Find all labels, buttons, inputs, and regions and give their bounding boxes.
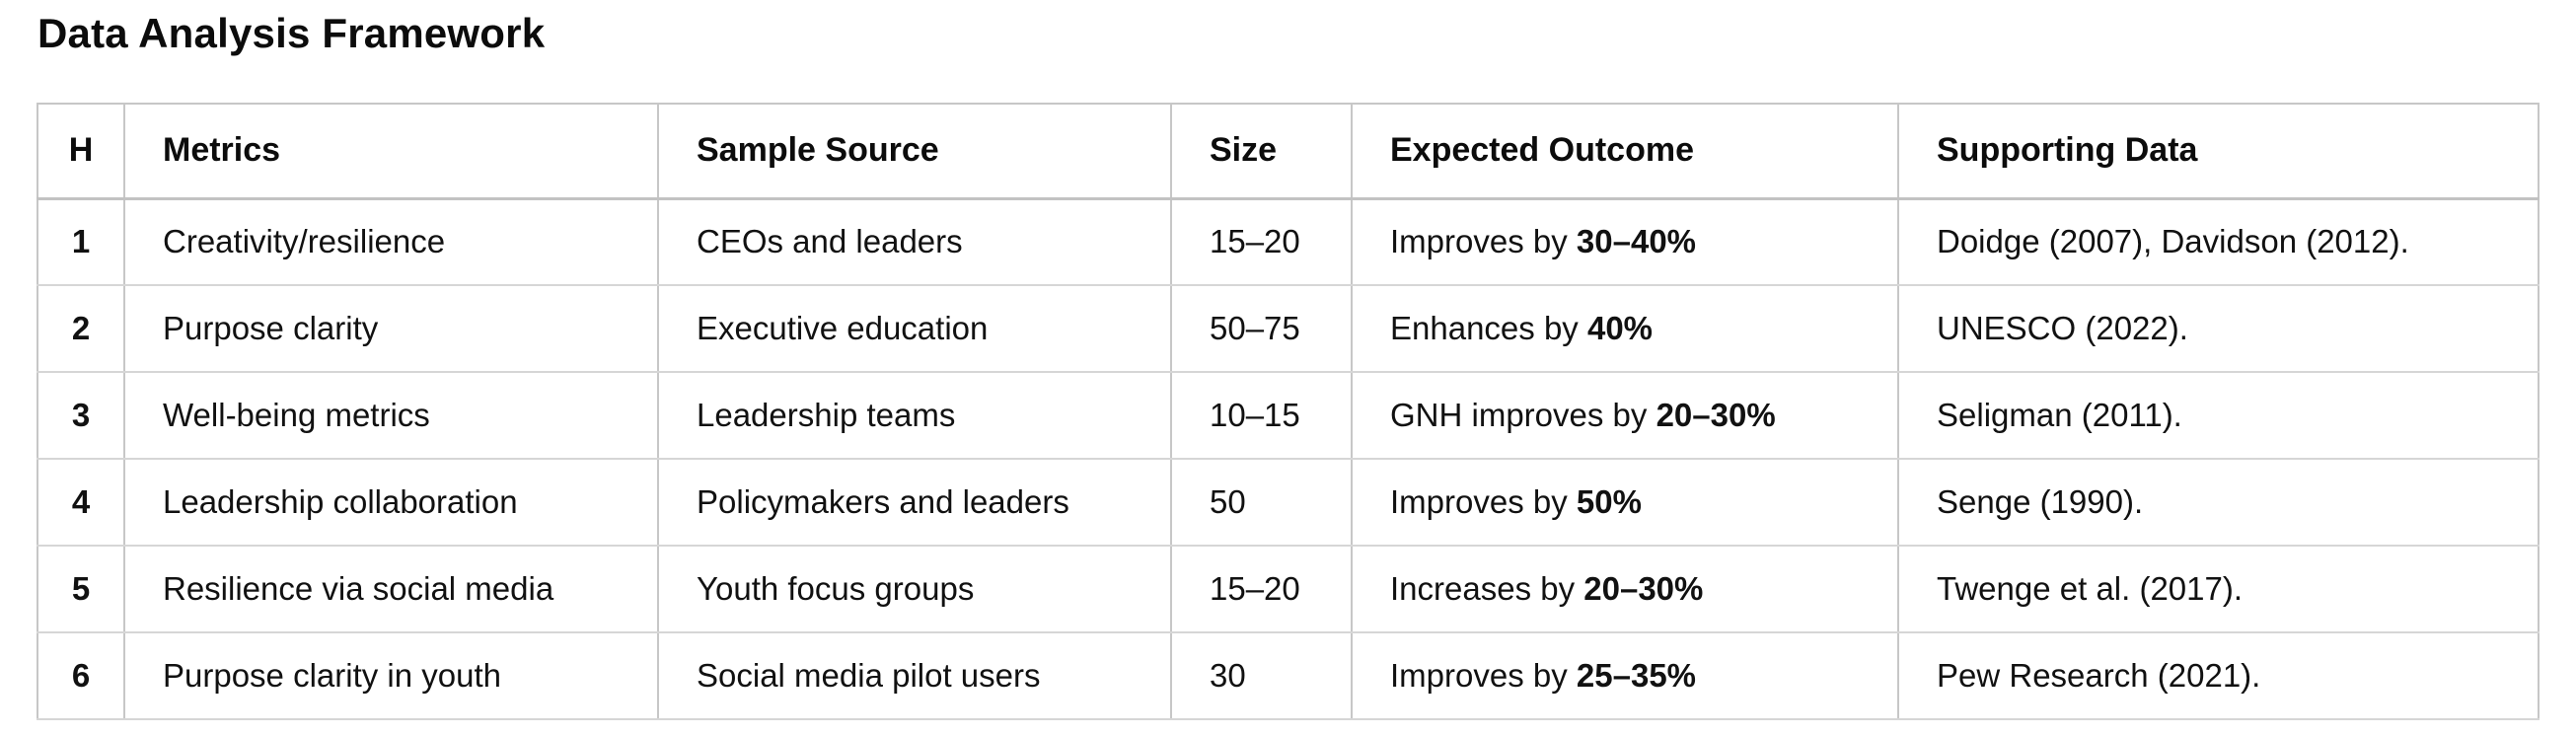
outcome-text: GNH improves by (1390, 397, 1656, 433)
outcome-text: Increases by (1390, 570, 1584, 607)
outcome-value: 30–40% (1576, 223, 1697, 260)
size-cell: 15–20 (1170, 197, 1353, 286)
size-cell: 50–75 (1170, 284, 1353, 373)
size-cell: 30 (1170, 631, 1353, 720)
metric-cell: Leadership collaboration (123, 458, 659, 547)
expected-outcome-cell: Increases by 20–30% (1351, 545, 1899, 633)
hypothesis-number-cell: 6 (37, 631, 125, 720)
size-cell: 50 (1170, 458, 1353, 547)
outcome-value: 20–30% (1656, 397, 1776, 433)
column-header-size: Size (1170, 103, 1353, 200)
sample-source-cell: Leadership teams (657, 371, 1172, 460)
sample-source-cell: Youth focus groups (657, 545, 1172, 633)
table-row: 4 Leadership collaboration Policymakers … (37, 458, 2539, 547)
outcome-value: 25–35% (1576, 657, 1697, 694)
header-row: H Metrics Sample Source Size Expected Ou… (37, 103, 2539, 200)
hypothesis-number-cell: 4 (37, 458, 125, 547)
column-header-h: H (37, 103, 125, 200)
column-header-metrics: Metrics (123, 103, 659, 200)
outcome-value: 50% (1576, 483, 1642, 520)
column-header-expected-outcome: Expected Outcome (1351, 103, 1899, 200)
metric-cell: Creativity/resilience (123, 197, 659, 286)
supporting-data-cell: Senge (1990). (1897, 458, 2539, 547)
supporting-data-cell: UNESCO (2022). (1897, 284, 2539, 373)
data-analysis-table: H Metrics Sample Source Size Expected Ou… (37, 103, 2539, 720)
page-title: Data Analysis Framework (37, 10, 546, 56)
size-cell: 10–15 (1170, 371, 1353, 460)
outcome-text: Improves by (1390, 483, 1577, 520)
metric-cell: Purpose clarity (123, 284, 659, 373)
expected-outcome-cell: Improves by 25–35% (1351, 631, 1899, 720)
hypothesis-number-cell: 3 (37, 371, 125, 460)
outcome-value: 20–30% (1583, 570, 1704, 607)
hypothesis-number-cell: 1 (37, 197, 125, 286)
metric-cell: Well-being metrics (123, 371, 659, 460)
table-row: 2 Purpose clarity Executive education 50… (37, 284, 2539, 373)
metric-cell: Resilience via social media (123, 545, 659, 633)
supporting-data-cell: Doidge (2007), Davidson (2012). (1897, 197, 2539, 286)
supporting-data-cell: Pew Research (2021). (1897, 631, 2539, 720)
supporting-data-cell: Twenge et al. (2017). (1897, 545, 2539, 633)
outcome-text: Enhances by (1390, 310, 1587, 346)
table-row: 3 Well-being metrics Leadership teams 10… (37, 371, 2539, 460)
hypothesis-number-cell: 2 (37, 284, 125, 373)
size-cell: 15–20 (1170, 545, 1353, 633)
sample-source-cell: Executive education (657, 284, 1172, 373)
sample-source-cell: Social media pilot users (657, 631, 1172, 720)
expected-outcome-cell: Improves by 30–40% (1351, 197, 1899, 286)
expected-outcome-cell: Enhances by 40% (1351, 284, 1899, 373)
column-header-sample-source: Sample Source (657, 103, 1172, 200)
table-row: 6 Purpose clarity in youth Social media … (37, 631, 2539, 720)
sample-source-cell: Policymakers and leaders (657, 458, 1172, 547)
sample-source-cell: CEOs and leaders (657, 197, 1172, 286)
supporting-data-cell: Seligman (2011). (1897, 371, 2539, 460)
metric-cell: Purpose clarity in youth (123, 631, 659, 720)
expected-outcome-cell: Improves by 50% (1351, 458, 1899, 547)
expected-outcome-cell: GNH improves by 20–30% (1351, 371, 1899, 460)
hypothesis-number-cell: 5 (37, 545, 125, 633)
outcome-text: Improves by (1390, 223, 1577, 260)
column-header-supporting-data: Supporting Data (1897, 103, 2539, 200)
outcome-text: Improves by (1390, 657, 1577, 694)
table-row: 1 Creativity/resilience CEOs and leaders… (37, 197, 2539, 286)
outcome-value: 40% (1586, 310, 1654, 346)
table-row: 5 Resilience via social media Youth focu… (37, 545, 2539, 633)
